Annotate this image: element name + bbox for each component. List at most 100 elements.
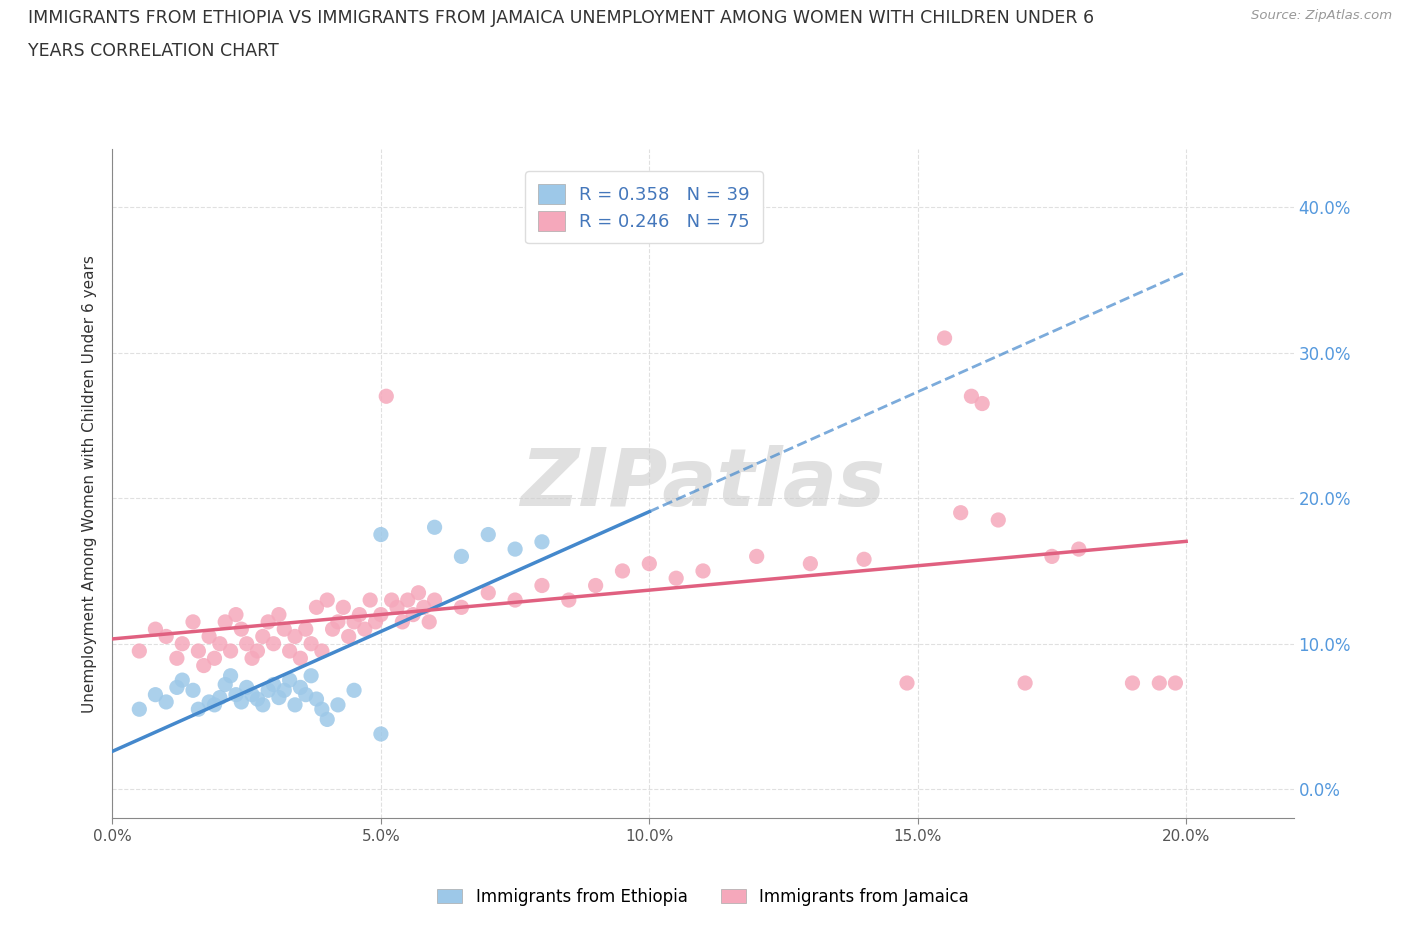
Point <box>219 644 242 658</box>
Point <box>299 636 322 651</box>
Point <box>1014 675 1036 690</box>
Point <box>145 622 167 637</box>
Point <box>299 669 322 684</box>
Point <box>187 644 209 658</box>
Point <box>359 592 381 607</box>
Point <box>692 564 714 578</box>
Point <box>558 592 581 607</box>
Point <box>155 695 177 710</box>
Point <box>391 615 413 630</box>
Point <box>530 535 553 550</box>
Point <box>290 680 312 695</box>
Point <box>235 680 257 695</box>
Point <box>311 644 333 658</box>
Point <box>273 622 295 637</box>
Text: ZIPatlas: ZIPatlas <box>520 445 886 523</box>
Point <box>375 389 398 404</box>
Point <box>145 687 167 702</box>
Point <box>1067 541 1090 556</box>
Point <box>370 607 392 622</box>
Point <box>240 651 263 666</box>
Point <box>408 585 430 600</box>
Point <box>231 695 253 710</box>
Point <box>225 687 247 702</box>
Point <box>316 712 339 727</box>
Point <box>246 644 269 658</box>
Point <box>477 585 499 600</box>
Point <box>381 592 404 607</box>
Point <box>638 556 661 571</box>
Point <box>305 692 328 707</box>
Point <box>418 615 440 630</box>
Point <box>799 556 821 571</box>
Point <box>612 564 634 578</box>
Point <box>204 651 226 666</box>
Legend: R = 0.358   N = 39, R = 0.246   N = 75: R = 0.358 N = 39, R = 0.246 N = 75 <box>526 171 762 244</box>
Point <box>128 702 150 717</box>
Text: IMMIGRANTS FROM ETHIOPIA VS IMMIGRANTS FROM JAMAICA UNEMPLOYMENT AMONG WOMEN WIT: IMMIGRANTS FROM ETHIOPIA VS IMMIGRANTS F… <box>28 9 1094 27</box>
Point <box>353 622 375 637</box>
Point <box>665 571 688 586</box>
Point <box>204 698 226 712</box>
Point <box>181 683 204 698</box>
Point <box>219 669 242 684</box>
Point <box>187 702 209 717</box>
Text: Source: ZipAtlas.com: Source: ZipAtlas.com <box>1251 9 1392 22</box>
Point <box>284 629 307 644</box>
Point <box>326 698 349 712</box>
Point <box>960 389 983 404</box>
Point <box>290 651 312 666</box>
Point <box>503 592 526 607</box>
Point <box>225 607 247 622</box>
Point <box>128 644 150 658</box>
Point <box>252 698 274 712</box>
Point <box>305 600 328 615</box>
Point <box>278 672 301 687</box>
Point <box>1121 675 1143 690</box>
Point <box>155 629 177 644</box>
Point <box>370 726 392 741</box>
Point <box>198 695 221 710</box>
Point <box>396 592 419 607</box>
Point <box>337 629 360 644</box>
Point <box>273 683 295 698</box>
Point <box>267 690 290 705</box>
Point <box>235 636 257 651</box>
Point <box>322 622 344 637</box>
Point <box>214 615 236 630</box>
Point <box>326 615 349 630</box>
Point <box>402 607 425 622</box>
Point <box>412 600 434 615</box>
Point <box>1149 675 1171 690</box>
Point <box>263 677 285 692</box>
Point <box>246 692 269 707</box>
Point <box>364 615 387 630</box>
Point <box>166 680 188 695</box>
Point <box>385 600 408 615</box>
Point <box>503 541 526 556</box>
Point <box>343 683 366 698</box>
Point <box>284 698 307 712</box>
Point <box>349 607 371 622</box>
Point <box>208 636 231 651</box>
Point <box>294 687 316 702</box>
Point <box>193 658 215 673</box>
Point <box>172 672 194 687</box>
Point <box>450 549 472 564</box>
Point <box>208 690 231 705</box>
Point <box>278 644 301 658</box>
Point <box>450 600 472 615</box>
Point <box>423 520 446 535</box>
Point <box>1040 549 1063 564</box>
Point <box>934 330 956 345</box>
Point <box>745 549 768 564</box>
Point <box>294 622 316 637</box>
Point <box>252 629 274 644</box>
Point <box>240 687 263 702</box>
Text: YEARS CORRELATION CHART: YEARS CORRELATION CHART <box>28 42 278 60</box>
Point <box>585 578 607 593</box>
Point <box>1164 675 1187 690</box>
Point <box>231 622 253 637</box>
Point <box>181 615 204 630</box>
Point <box>423 592 446 607</box>
